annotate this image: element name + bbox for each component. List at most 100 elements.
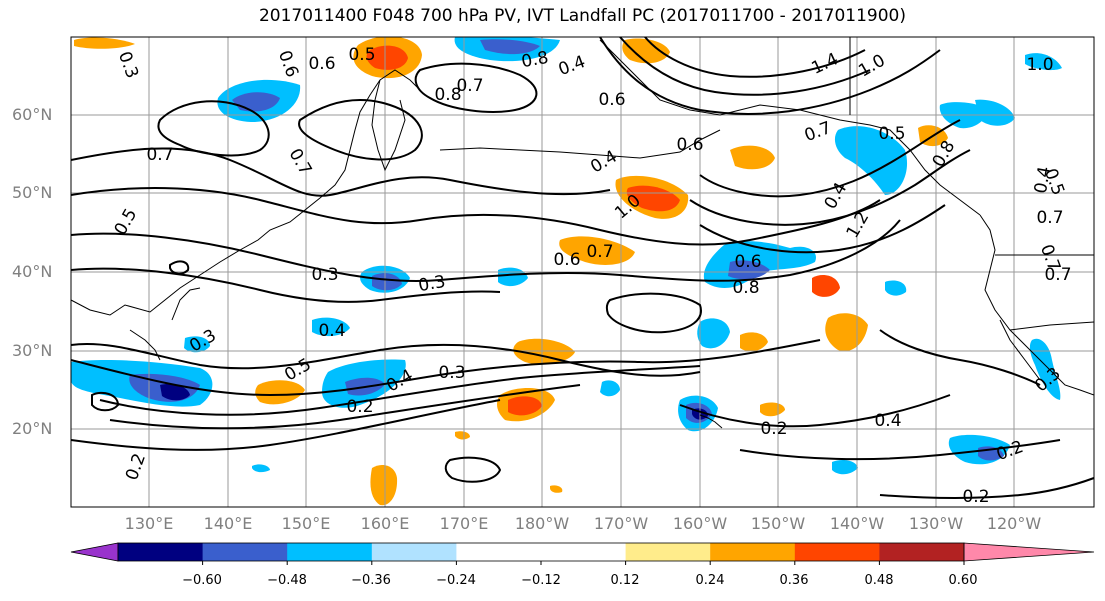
shade-patch <box>825 313 868 352</box>
colorbar-tick-label: −0.24 <box>436 573 476 588</box>
shade-patch <box>74 37 135 49</box>
contour-line <box>71 339 821 397</box>
lon-label: 130°E <box>124 514 174 533</box>
shade-patch <box>730 145 775 170</box>
shade-patch <box>366 45 408 70</box>
shade-patch <box>812 275 840 297</box>
shade-patch <box>760 402 785 417</box>
contour-line <box>71 267 501 303</box>
lon-label: 170°E <box>439 514 489 533</box>
contour-label: 0.8 <box>732 278 759 298</box>
contour-label: 0.6 <box>598 90 625 110</box>
shade-patch <box>550 485 563 493</box>
shade-patch <box>600 380 620 397</box>
contour-line <box>157 100 270 157</box>
shade-patch <box>312 317 350 337</box>
shade-patch <box>513 338 575 365</box>
contour-label: 0.6 <box>553 250 580 270</box>
shade-patch <box>559 236 635 265</box>
colorbar-segment <box>625 543 711 561</box>
contour-label: 0.2 <box>122 451 150 483</box>
contour-label: 0.5 <box>878 124 905 144</box>
contour-label: 0.5 <box>348 45 375 65</box>
contour-label: 0.4 <box>874 411 901 431</box>
contour-line <box>71 147 611 197</box>
colorbar-tick-label: −0.12 <box>521 573 561 588</box>
lon-label: 160°E <box>360 514 410 533</box>
contour-label: 0.3 <box>438 363 465 383</box>
contour-label: 0.3 <box>311 265 338 285</box>
coastline-aleutians <box>439 129 721 159</box>
contour-label: 0.4 <box>587 147 620 178</box>
contour-line <box>71 219 901 282</box>
contour-label: 0.2 <box>760 419 787 439</box>
colorbar-segment <box>456 543 542 561</box>
contour-label: 0.8 <box>520 48 550 72</box>
contour-label: 0.7 <box>1044 265 1071 285</box>
shade-patch <box>184 336 210 353</box>
contour-line <box>739 439 1061 461</box>
map-title: 2017011400 F048 700 hPa PV, IVT Landfall… <box>258 6 906 26</box>
contour-label: 0.3 <box>417 272 447 296</box>
colorbar-segment <box>202 543 288 561</box>
lon-label: 150°W <box>750 514 806 533</box>
shade-patch <box>508 396 542 416</box>
lon-label: 150°E <box>281 514 331 533</box>
contour-label: 0.8 <box>434 85 461 105</box>
contour-label: 0.7 <box>456 76 483 96</box>
colorbar <box>70 542 1095 565</box>
colorbar-tick-label: 0.36 <box>779 573 809 588</box>
lat-label: 60°N <box>12 105 53 124</box>
colorbar-tick-label: 0.60 <box>948 573 978 588</box>
contour-line <box>99 365 701 416</box>
lon-label: 140°E <box>203 514 253 533</box>
contour-line <box>689 149 971 226</box>
colorbar-segment <box>287 543 373 561</box>
colorbar-segment <box>794 543 880 561</box>
contour-label: 0.3 <box>186 326 219 357</box>
shade-patch <box>160 384 190 401</box>
contour-line <box>679 394 951 428</box>
colorbar-segment <box>371 543 457 561</box>
shade-patch <box>622 38 670 64</box>
shade-patch <box>255 380 305 405</box>
shade-patch <box>885 280 907 296</box>
colorbar-extend-low <box>70 542 119 562</box>
contour-line <box>879 329 1041 386</box>
contour-label: 0.4 <box>1031 165 1055 195</box>
contour-label: 0.2 <box>346 397 373 417</box>
shade-patch <box>975 99 1015 126</box>
shaded-patches <box>71 37 1062 506</box>
lon-label: 120°W <box>986 514 1042 533</box>
contour-line <box>605 292 702 334</box>
contour-label: 0.7 <box>285 145 316 178</box>
contour-line <box>699 119 961 198</box>
contour-line <box>644 37 866 78</box>
contour-label: 1.2 <box>843 208 874 241</box>
colorbar-tick-label: −0.60 <box>182 573 222 588</box>
shade-patch <box>480 39 540 55</box>
contour-label: 0.6 <box>734 252 761 272</box>
shade-patch <box>626 185 680 212</box>
coastline-hawaii <box>699 414 723 429</box>
contour-label: 1.4 <box>809 49 842 79</box>
contour-label: 0.7 <box>1036 208 1063 228</box>
contour-label: 0.7 <box>146 145 173 165</box>
coastline-baja <box>999 319 1041 381</box>
colorbar-segment <box>710 543 796 561</box>
contour-label: 1.0 <box>855 51 888 82</box>
contour-line <box>298 99 423 161</box>
contour-label: 1.0 <box>1026 55 1053 75</box>
colorbar-segment <box>118 543 204 561</box>
colorbar-tick-label: 0.24 <box>695 573 725 588</box>
shade-patch <box>370 465 398 506</box>
border-us-mexico <box>1009 321 1094 331</box>
lon-label: 180°W <box>514 514 570 533</box>
contours <box>71 37 1094 500</box>
colorbar-tick-label: 0.48 <box>864 573 894 588</box>
contour-line <box>91 391 120 412</box>
shade-patch <box>372 273 402 291</box>
shade-patch <box>498 267 528 287</box>
contour-line <box>879 477 1094 500</box>
contour-label: 0.7 <box>586 242 613 262</box>
